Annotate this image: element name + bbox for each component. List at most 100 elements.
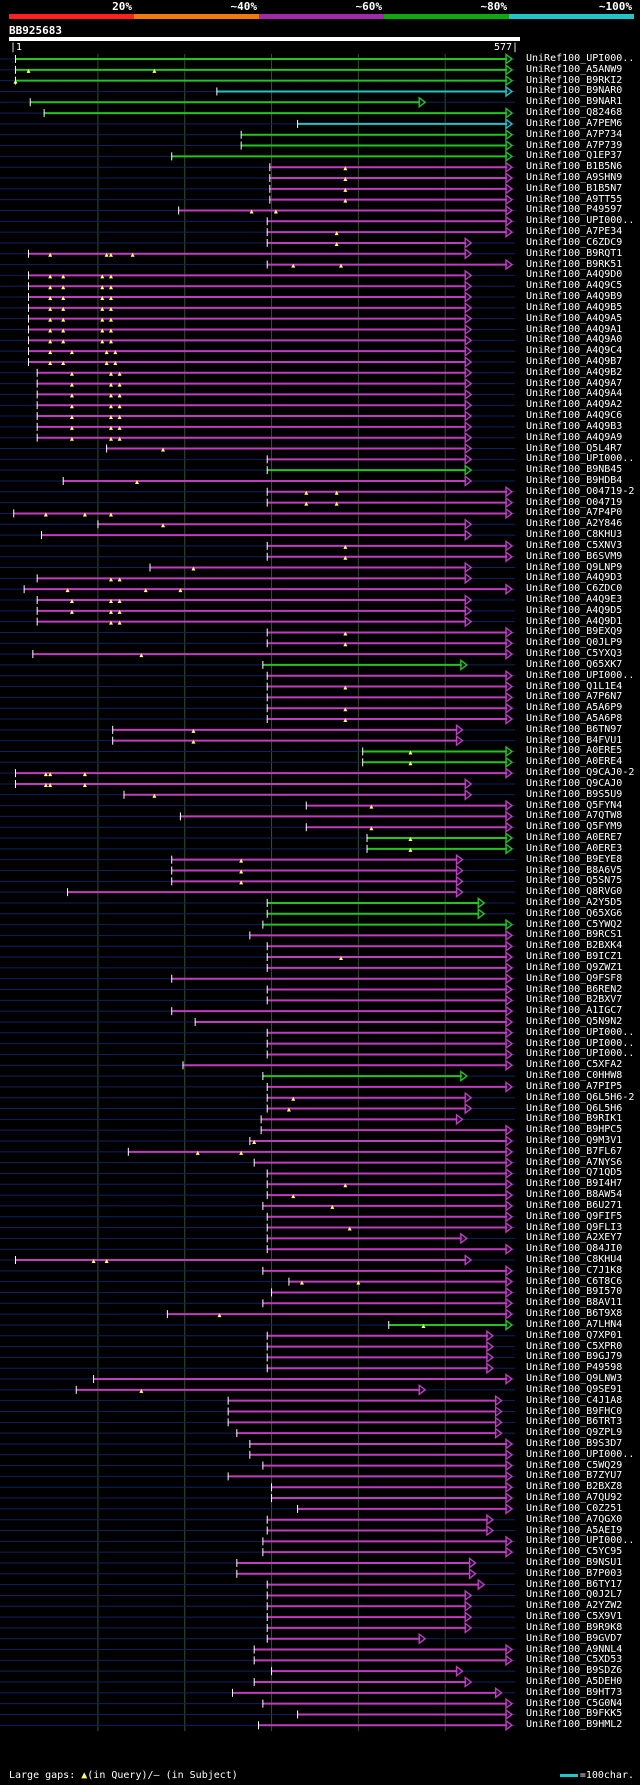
- hit-label[interactable]: UniRef100_B9NSU1: [526, 1556, 623, 1568]
- hit-label[interactable]: UniRef100_Q9LNW3: [526, 1373, 623, 1385]
- hit-label[interactable]: UniRef100_UPI000..: [526, 1037, 635, 1049]
- hit-label[interactable]: UniRef100_B9SDZ6: [526, 1665, 623, 1677]
- hit-label[interactable]: UniRef100_A7P734: [526, 128, 623, 140]
- hit-label[interactable]: UniRef100_A4Q9B2: [526, 366, 623, 378]
- hit-label[interactable]: UniRef100_A7NYS6: [526, 1156, 623, 1168]
- hit-label[interactable]: UniRef100_B2BXK4: [526, 940, 623, 952]
- hit-label[interactable]: UniRef100_A4Q9E3: [526, 594, 623, 605]
- hit-label[interactable]: UniRef100_C4J1A8: [526, 1394, 623, 1406]
- hit-label[interactable]: UniRef100_Q65XG6: [526, 907, 623, 919]
- hit-label[interactable]: UniRef100_A7LHN4: [526, 1318, 623, 1330]
- hit-label[interactable]: UniRef100_P49597: [526, 204, 623, 216]
- hit-label[interactable]: UniRef100_B9S5U9: [526, 788, 623, 800]
- hit-label[interactable]: UniRef100_C5XFA2: [526, 1059, 623, 1071]
- hit-label[interactable]: UniRef100_Q9FLI3: [526, 1221, 623, 1233]
- hit-label[interactable]: UniRef100_B6U271: [526, 1199, 623, 1211]
- hit-label[interactable]: UniRef100_B9FHC0: [526, 1405, 623, 1417]
- hit-label[interactable]: UniRef100_A2YZW2: [526, 1600, 623, 1612]
- hit-label[interactable]: UniRef100_A5A6P8: [526, 713, 623, 725]
- hit-label[interactable]: UniRef100_C5YXQ3: [526, 648, 623, 660]
- hit-label[interactable]: UniRef100_Q9FSF8: [526, 972, 623, 984]
- hit-label[interactable]: UniRef100_B8A6V5: [526, 864, 623, 876]
- hit-label[interactable]: UniRef100_C5X9V1: [526, 1611, 623, 1623]
- hit-label[interactable]: UniRef100_UPI000..: [526, 215, 635, 227]
- hit-label[interactable]: UniRef100_Q7XP01: [526, 1329, 623, 1341]
- hit-label[interactable]: UniRef100_C6ZDC0: [526, 583, 623, 595]
- hit-label[interactable]: UniRef100_A9SHN9: [526, 172, 623, 184]
- hit-label[interactable]: UniRef100_B6T9X8: [526, 1308, 623, 1320]
- hit-label[interactable]: UniRef100_B2BXV7: [526, 994, 623, 1006]
- hit-label[interactable]: UniRef100_Q5FYN4: [526, 799, 623, 811]
- hit-label[interactable]: UniRef100_B7P003: [526, 1567, 623, 1579]
- hit-label[interactable]: UniRef100_A0ERE3: [526, 842, 623, 854]
- hit-label[interactable]: UniRef100_A4Q9A5: [526, 312, 623, 324]
- hit-label[interactable]: UniRef100_A5A6P9: [526, 702, 623, 714]
- hit-label[interactable]: UniRef100_Q0JLP9: [526, 637, 623, 649]
- hit-label[interactable]: UniRef100_C8KHU3: [526, 529, 623, 541]
- hit-label[interactable]: UniRef100_Q5N9N2: [526, 1015, 623, 1027]
- hit-label[interactable]: UniRef100_Q82468: [526, 107, 623, 119]
- hit-label[interactable]: UniRef100_Q6L5H6-2: [526, 1091, 635, 1103]
- hit-label[interactable]: UniRef100_B9GJ79: [526, 1351, 623, 1363]
- hit-label[interactable]: UniRef100_B9RCS1: [526, 929, 623, 941]
- hit-label[interactable]: UniRef100_A7QTW8: [526, 810, 623, 822]
- hit-label[interactable]: UniRef100_A4Q9C6: [526, 410, 623, 422]
- hit-label[interactable]: UniRef100_B9I4H7: [526, 1178, 623, 1190]
- hit-label[interactable]: UniRef100_Q1L1E4: [526, 680, 623, 692]
- hit-label[interactable]: UniRef100_B9RK51: [526, 258, 623, 270]
- hit-label[interactable]: UniRef100_A1IGC7: [526, 1005, 623, 1017]
- hit-label[interactable]: UniRef100_B6TY17: [526, 1578, 623, 1590]
- hit-label[interactable]: UniRef100_Q84JI0: [526, 1243, 623, 1255]
- hit-label[interactable]: UniRef100_B6TN97: [526, 723, 623, 735]
- hit-label[interactable]: UniRef100_A2XEY7: [526, 1232, 623, 1244]
- hit-label[interactable]: UniRef100_A4Q9A4: [526, 388, 623, 400]
- hit-label[interactable]: UniRef100_Q9M3V1: [526, 1135, 623, 1146]
- hit-label[interactable]: UniRef100_B7ZYU7: [526, 1470, 623, 1482]
- hit-label[interactable]: UniRef100_A7QGX0: [526, 1513, 623, 1525]
- hit-label[interactable]: UniRef100_Q5SN75: [526, 875, 623, 887]
- hit-label[interactable]: UniRef100_A4Q9D5: [526, 604, 623, 616]
- hit-label[interactable]: UniRef100_Q9LNP9: [526, 561, 623, 573]
- hit-label[interactable]: UniRef100_A0ERE5: [526, 745, 623, 757]
- hit-label[interactable]: UniRef100_B1B5N6: [526, 161, 623, 173]
- hit-label[interactable]: UniRef100_B9HT73: [526, 1686, 623, 1698]
- hit-label[interactable]: UniRef100_C5XPR0: [526, 1340, 623, 1352]
- hit-label[interactable]: UniRef100_C6T8C6: [526, 1275, 623, 1287]
- hit-label[interactable]: UniRef100_A7P739: [526, 139, 623, 151]
- hit-label[interactable]: UniRef100_Q1EP37: [526, 150, 623, 162]
- hit-label[interactable]: UniRef100_A7PIP5: [526, 1080, 623, 1092]
- hit-label[interactable]: UniRef100_B8AV11: [526, 1297, 623, 1309]
- hit-label[interactable]: UniRef100_UPI000..: [526, 53, 635, 64]
- hit-label[interactable]: UniRef100_Q5L4R7: [526, 442, 623, 454]
- hit-label[interactable]: UniRef100_B9R9K8: [526, 1621, 623, 1633]
- hit-label[interactable]: UniRef100_C5XNV3: [526, 539, 623, 551]
- hit-label[interactable]: UniRef100_B9NB45: [526, 464, 623, 476]
- hit-label[interactable]: UniRef100_A4Q9A0: [526, 334, 623, 346]
- hit-label[interactable]: UniRef100_A4Q9C5: [526, 280, 623, 292]
- hit-label[interactable]: UniRef100_UPI000..: [526, 453, 635, 465]
- hit-label[interactable]: UniRef100_Q9ZPL9: [526, 1427, 623, 1439]
- hit-label[interactable]: UniRef100_A7PEM6: [526, 117, 623, 129]
- hit-label[interactable]: UniRef100_O04719-2: [526, 485, 635, 497]
- hit-label[interactable]: UniRef100_A7QU92: [526, 1492, 623, 1504]
- hit-label[interactable]: UniRef100_UPI000..: [526, 1048, 635, 1060]
- hit-label[interactable]: UniRef100_B6REN2: [526, 983, 623, 995]
- hit-label[interactable]: UniRef100_Q8RVG0: [526, 886, 623, 898]
- hit-label[interactable]: UniRef100_UPI000..: [526, 669, 635, 681]
- hit-label[interactable]: UniRef100_B9ICZ1: [526, 951, 623, 963]
- hit-label[interactable]: UniRef100_Q9CAJ0-2: [526, 767, 635, 779]
- hit-label[interactable]: UniRef100_A4Q9B7: [526, 355, 623, 367]
- hit-label[interactable]: UniRef100_Q65XK7: [526, 658, 623, 670]
- hit-label[interactable]: UniRef100_P49598: [526, 1362, 623, 1374]
- hit-label[interactable]: UniRef100_C5WQ29: [526, 1459, 623, 1471]
- hit-label[interactable]: UniRef100_A4Q9B5: [526, 301, 623, 313]
- hit-label[interactable]: UniRef100_B9HPC5: [526, 1124, 623, 1136]
- hit-label[interactable]: UniRef100_A7P6N7: [526, 691, 623, 703]
- hit-label[interactable]: UniRef100_A2Y5D5: [526, 896, 623, 908]
- hit-label[interactable]: UniRef100_B9RQT1: [526, 247, 623, 259]
- hit-label[interactable]: UniRef100_B9HML2: [526, 1719, 623, 1731]
- hit-label[interactable]: UniRef100_B9NAR1: [526, 96, 623, 108]
- hit-label[interactable]: UniRef100_Q71QD5: [526, 1167, 623, 1179]
- hit-label[interactable]: UniRef100_A9NNL4: [526, 1643, 623, 1655]
- hit-label[interactable]: UniRef100_A5AEI9: [526, 1524, 623, 1536]
